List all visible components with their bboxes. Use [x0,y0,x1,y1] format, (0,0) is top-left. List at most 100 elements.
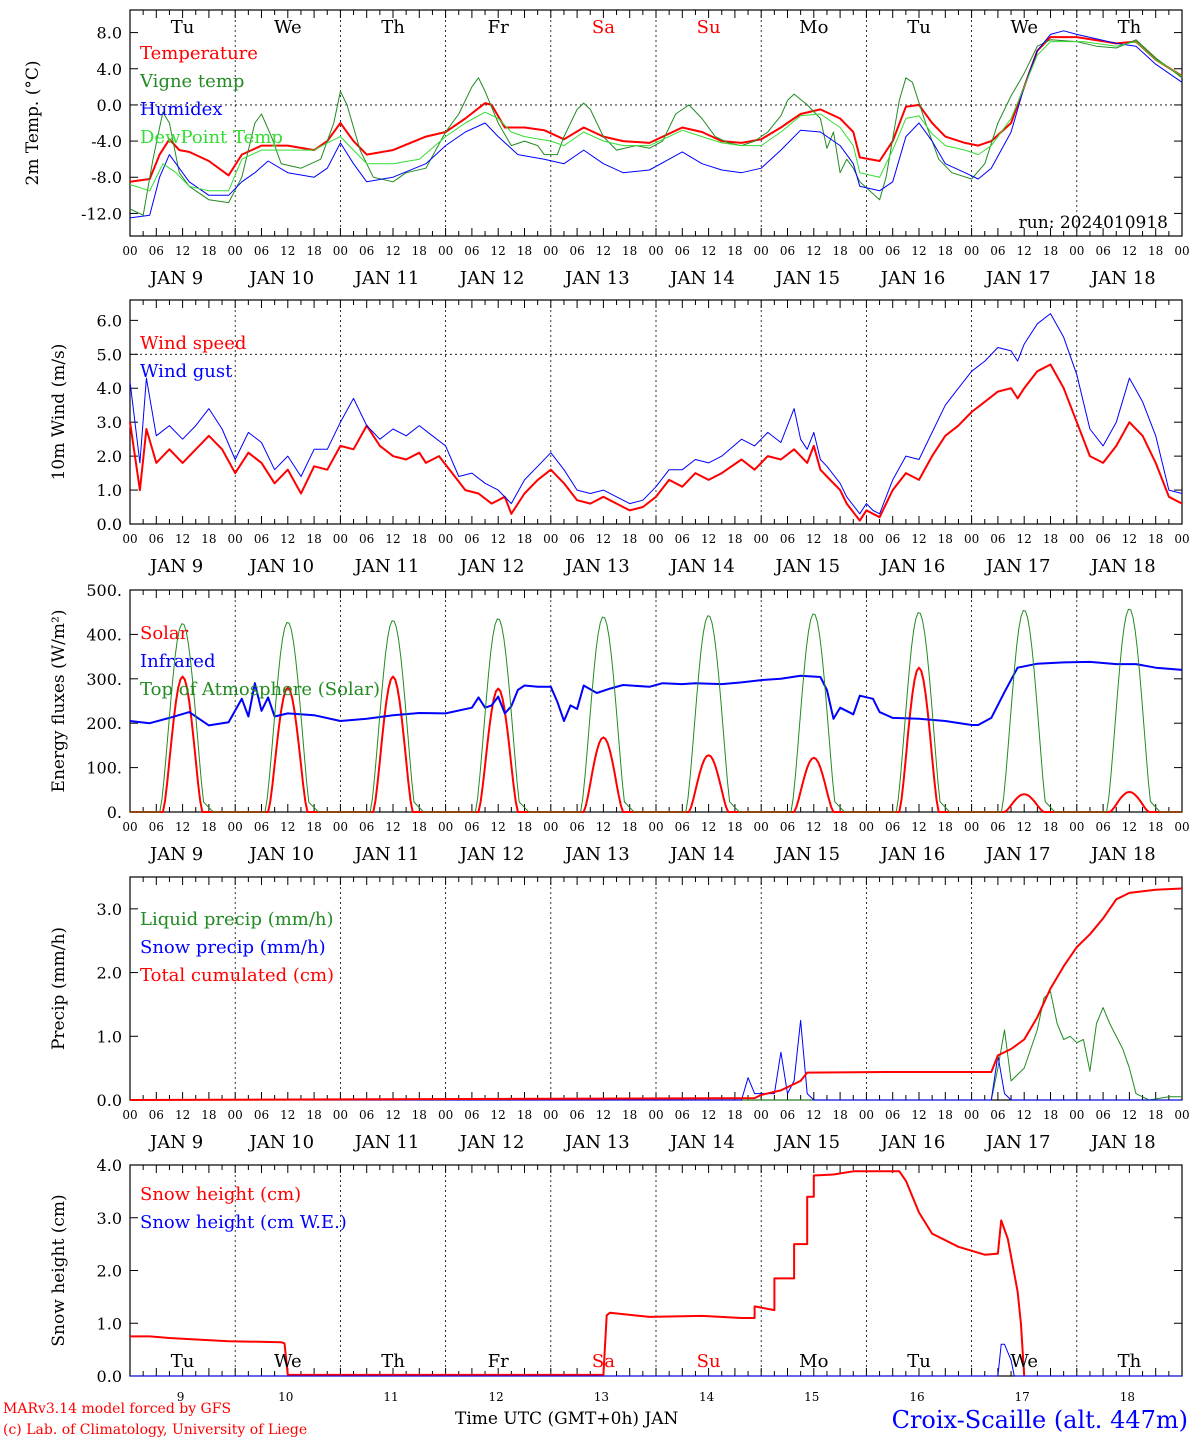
day-label: JAN 16 [879,268,946,289]
y-tick-label: 3.0 [97,413,122,432]
y-tick-label: -12.0 [81,204,122,223]
y-tick-label: 0.0 [97,96,122,115]
weekday-label: Fr [488,1351,509,1372]
day-label: JAN 11 [353,556,420,577]
day-label: JAN 14 [668,268,735,289]
weekday-label: Th [381,17,405,38]
hour-tick-label: 00 [438,244,453,258]
hour-tick-label: 06 [885,1108,900,1122]
y-tick-label: 2.0 [97,447,122,466]
day-label: JAN 13 [563,844,630,865]
hour-tick-label: 18 [412,244,427,258]
y-tick-label: 0. [107,803,122,822]
station-name: Croix-Scaille (alt. 447m) [892,1406,1188,1434]
day-label: JAN 13 [563,556,630,577]
hour-tick-label: 12 [911,244,926,258]
hour-tick-label: 18 [1043,244,1058,258]
hour-tick-label: 12 [911,532,926,546]
hour-tick-label: 00 [543,1108,558,1122]
day-label: JAN 13 [563,1132,630,1153]
day-label: JAN 11 [353,1132,420,1153]
hour-tick-label: 18 [306,820,321,834]
hour-tick-label: 00 [438,532,453,546]
day-label: JAN 17 [984,556,1051,577]
hour-tick-label: 00 [543,532,558,546]
hour-tick-label: 18 [517,1108,532,1122]
weekday-label: Sa [592,17,615,38]
series-line [130,1019,1182,1101]
hour-tick-label: 12 [280,1108,295,1122]
series-line [130,991,1182,1101]
hour-tick-label: 06 [254,532,269,546]
y-tick-label: 100. [86,759,122,778]
hour-tick-label: 18 [1043,820,1058,834]
hour-tick-label: 00 [333,532,348,546]
hour-tick-label: 18 [832,1108,847,1122]
weekday-label: Mo [799,17,828,38]
y-axis-label: Energy fluxes (W/m²) [49,610,69,793]
hour-tick-label: 12 [491,244,506,258]
hour-tick-label: 00 [1174,1108,1189,1122]
hour-tick-label: 06 [675,244,690,258]
day-number: 14 [699,1390,715,1404]
hour-tick-label: 06 [569,1108,584,1122]
day-label: JAN 9 [148,556,203,577]
legend-entry: DewPoint Temp [140,127,283,148]
day-number: 13 [594,1390,609,1404]
hour-tick-label: 12 [1017,244,1032,258]
hour-tick-label: 06 [569,244,584,258]
hour-tick-label: 00 [754,532,769,546]
day-label: JAN 18 [1089,1132,1156,1153]
legend-entry: Humidex [140,99,222,120]
day-label: JAN 13 [563,268,630,289]
y-tick-label: 2.0 [97,964,122,983]
legend-entry: Snow precip (mm/h) [140,937,326,958]
hour-tick-label: 18 [622,820,637,834]
hour-tick-label: 12 [280,820,295,834]
hour-tick-label: 18 [938,532,953,546]
hour-tick-label: 06 [780,1108,795,1122]
hour-tick-label: 18 [517,244,532,258]
weekday-label: Th [1118,17,1142,38]
hour-tick-label: 12 [1017,1108,1032,1122]
hour-tick-label: 12 [806,244,821,258]
hour-tick-label: 00 [1174,532,1189,546]
hour-tick-label: 12 [806,820,821,834]
weekday-label: We [274,1351,302,1372]
hour-tick-label: 06 [675,820,690,834]
hour-tick-label: 00 [122,820,137,834]
hour-tick-label: 18 [306,532,321,546]
day-label: JAN 12 [458,268,525,289]
hour-tick-label: 06 [780,532,795,546]
hour-tick-label: 06 [149,244,164,258]
y-tick-label: 400. [86,625,122,644]
hour-tick-label: 12 [596,244,611,258]
day-label: JAN 9 [148,844,203,865]
hour-tick-label: 12 [491,1108,506,1122]
day-label: JAN 14 [668,1132,735,1153]
weekday-label: Tu [171,1351,195,1372]
hour-tick-label: 06 [254,244,269,258]
hour-tick-label: 18 [832,244,847,258]
day-label: JAN 16 [879,556,946,577]
day-label: JAN 11 [353,268,420,289]
hour-tick-label: 12 [701,1108,716,1122]
hour-tick-label: 06 [885,532,900,546]
legend-entry: Infrared [140,651,215,672]
day-label: JAN 15 [774,844,841,865]
day-label: JAN 10 [248,556,315,577]
y-tick-label: 0.0 [97,1367,122,1386]
hour-tick-label: 00 [228,1108,243,1122]
y-tick-label: 3.0 [97,1209,122,1228]
day-label: JAN 12 [458,1132,525,1153]
day-label: JAN 17 [984,1132,1051,1153]
hour-tick-label: 06 [149,532,164,546]
hour-tick-label: 06 [780,244,795,258]
hour-tick-label: 18 [1148,244,1163,258]
hour-tick-label: 12 [280,244,295,258]
series-line [129,313,1183,515]
hour-tick-label: 12 [806,532,821,546]
hour-tick-label: 06 [254,820,269,834]
hour-tick-label: 00 [122,244,137,258]
